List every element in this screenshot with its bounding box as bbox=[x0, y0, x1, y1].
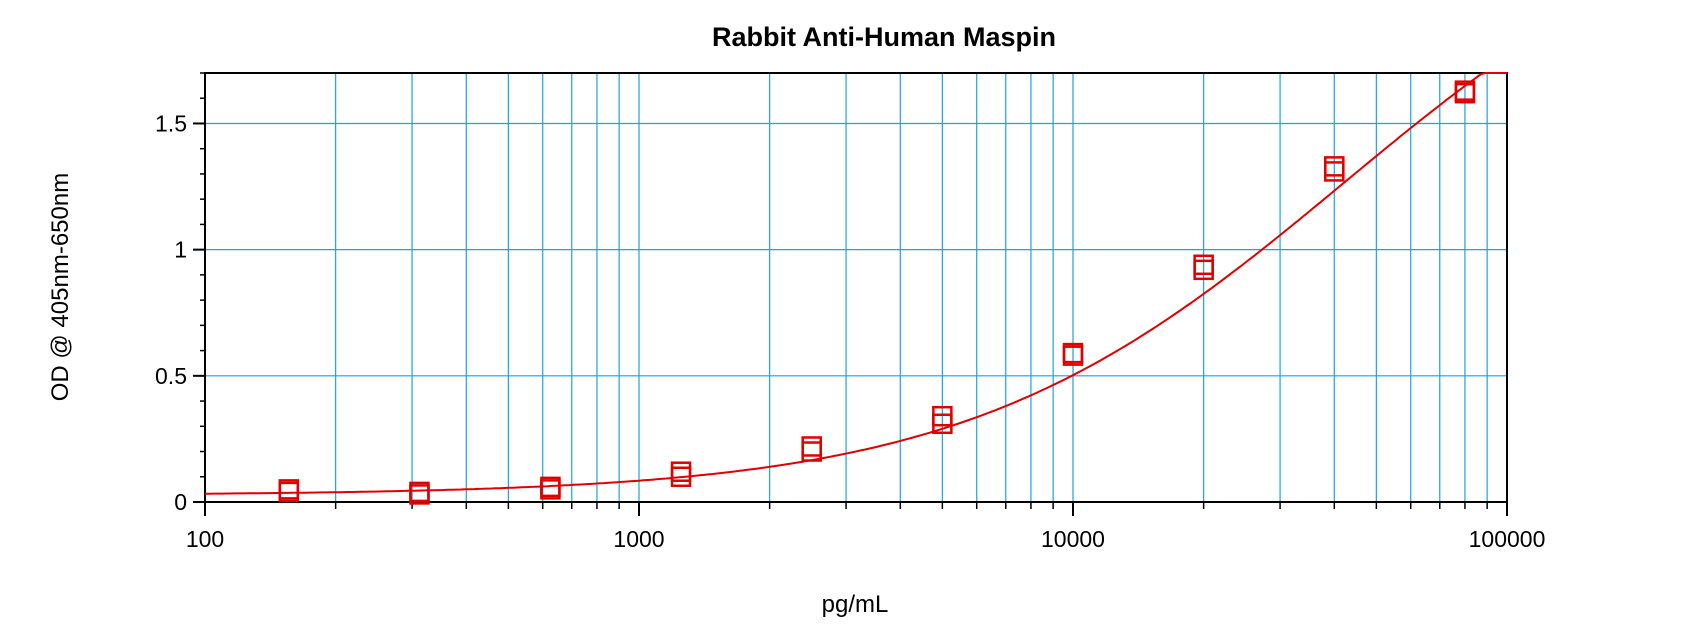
y-axis-label: OD @ 405nm-650nm bbox=[47, 173, 74, 401]
y-tick-label: 0 bbox=[174, 489, 187, 515]
x-tick-label: 100000 bbox=[1469, 526, 1546, 552]
y-axis-ticks: 0 0.5 1 1.5 bbox=[155, 72, 205, 515]
grid-lines bbox=[205, 73, 1507, 502]
data-point-square bbox=[540, 476, 561, 498]
fit-curve bbox=[205, 72, 1507, 495]
data-point-square bbox=[409, 481, 430, 503]
y-tick-label: 1.5 bbox=[155, 110, 187, 136]
data-point-square bbox=[1324, 156, 1345, 177]
y-tick-label: 0.5 bbox=[155, 363, 187, 389]
data-points-group bbox=[278, 80, 1476, 505]
data-point-square bbox=[1454, 80, 1476, 101]
data-point-square bbox=[801, 436, 822, 457]
x-tick-label: 10000 bbox=[1041, 526, 1105, 552]
y-tick-label: 1 bbox=[174, 237, 187, 263]
data-point-square bbox=[278, 481, 300, 503]
data-point-square bbox=[670, 461, 692, 482]
x-tick-label: 1000 bbox=[613, 526, 664, 552]
data-point-square bbox=[801, 441, 822, 462]
plot-area-frame bbox=[204, 72, 1508, 503]
x-axis-ticks: 100 1000 10000 100000 bbox=[186, 502, 1546, 552]
chart-title: Rabbit Anti-Human Maspin bbox=[712, 22, 1056, 52]
data-point-square bbox=[1062, 345, 1084, 366]
x-tick-label: 100 bbox=[186, 526, 224, 552]
fit-curve-group bbox=[205, 72, 1507, 495]
data-point-square bbox=[1193, 254, 1214, 276]
x-axis-label: pg/mL bbox=[822, 591, 889, 618]
data-point-square bbox=[932, 405, 953, 427]
